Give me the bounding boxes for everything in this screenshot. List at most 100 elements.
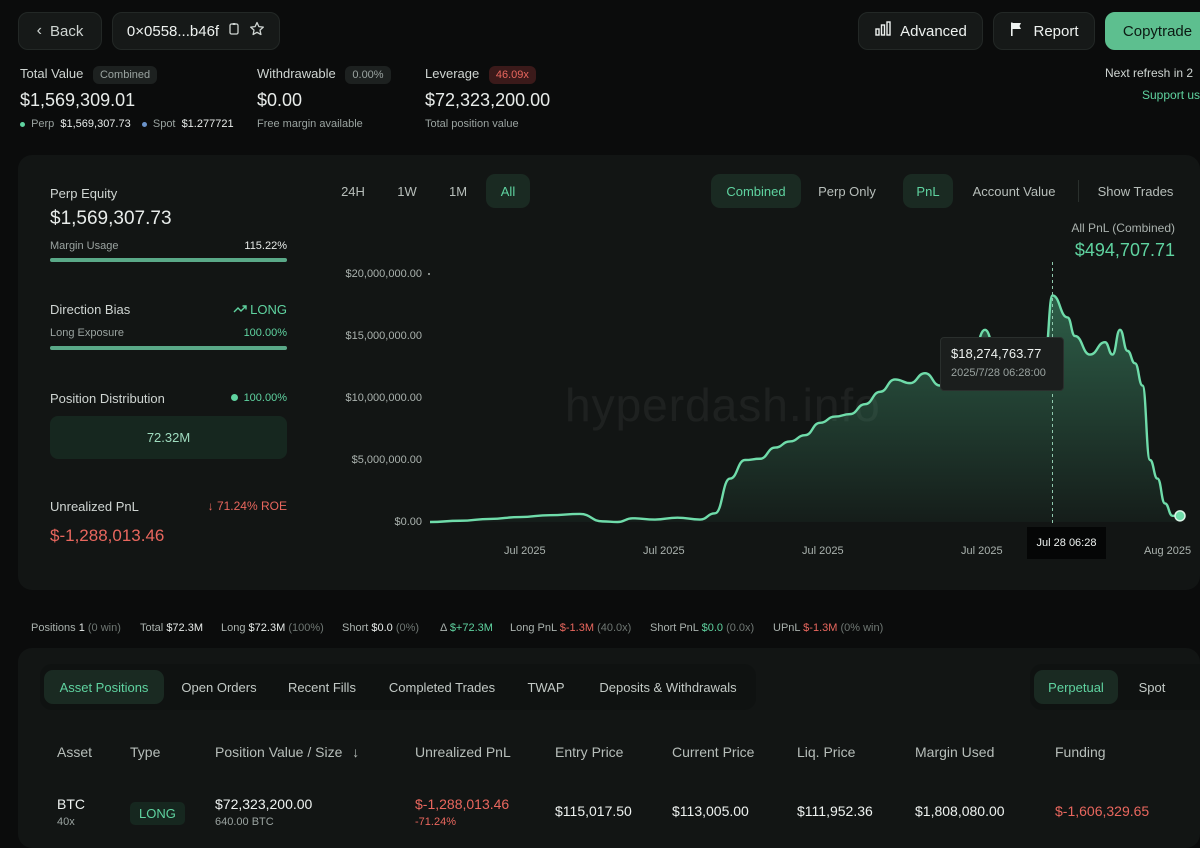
x-tick-label: Jul 2025 (504, 545, 546, 557)
x-tick-label: Jul 2025 (643, 545, 685, 557)
col-type[interactable]: Type (130, 744, 161, 760)
flag-icon (1009, 21, 1025, 41)
stat-upnl: UPnL $-1.3M (0% win) (773, 622, 884, 634)
row-position-value: $72,323,200.00 (215, 796, 313, 812)
col-funding[interactable]: Funding (1055, 744, 1106, 760)
support-link[interactable]: Support us (1142, 88, 1200, 102)
tooltip-time: 2025/7/28 06:28:00 (951, 367, 1046, 379)
total-value-label: Total Value Combined (20, 66, 158, 84)
star-icon[interactable] (249, 21, 265, 41)
next-refresh: Next refresh in 2 (1105, 66, 1194, 80)
perp-value: $1,569,307.73 (60, 118, 131, 130)
x-tick-label: Aug 2025 (1144, 545, 1192, 557)
metric-pnl-toggle[interactable]: PnL (903, 174, 953, 208)
distribution-box[interactable]: 72.32M (50, 416, 287, 459)
long-exposure-value: 100.00% (243, 327, 287, 339)
report-button[interactable]: Report (993, 12, 1095, 50)
row-position-size: 640.00 BTC (215, 816, 274, 828)
green-dot-icon (230, 394, 238, 401)
wallet-address: 0×0558...b46f (126, 22, 220, 40)
back-label: Back (49, 22, 84, 40)
row-unrealized-pct: -71.24% (415, 816, 456, 828)
tab-asset-positions[interactable]: Asset Positions (44, 670, 164, 704)
copytrade-button[interactable]: Copytrade (1105, 12, 1200, 50)
trending-up-icon (233, 302, 251, 317)
margin-usage-value: 115.22% (244, 240, 287, 252)
direction-bias-label: Direction Bias (50, 302, 131, 317)
pnl-area-chart[interactable] (0, 0, 1200, 600)
copy-icon[interactable] (227, 22, 241, 40)
leverage-pill: 46.09x (488, 66, 536, 84)
long-exposure-fill (50, 346, 287, 350)
mode-combined-toggle[interactable]: Combined (711, 174, 801, 208)
stat-long-pnl: Long PnL $-1.3M (40.0x) (510, 622, 632, 634)
crosshair-label: Jul 28 06:28 (1027, 527, 1106, 559)
range-1w[interactable]: 1W (397, 183, 417, 199)
tab-twap[interactable]: TWAP (527, 679, 565, 695)
margin-usage-label: Margin Usage (50, 240, 119, 252)
back-button[interactable]: ‹ Back (18, 12, 102, 50)
metric-account-value-toggle[interactable]: Account Value (972, 183, 1056, 199)
advanced-button[interactable]: Advanced (858, 12, 983, 50)
tooltip-value: $18,274,763.77 (951, 346, 1042, 361)
stat-total: Total $72.3M (140, 622, 204, 634)
y-tick-dot (428, 273, 430, 275)
tab-open-orders[interactable]: Open Orders (181, 679, 257, 695)
long-exposure-bar (50, 346, 287, 350)
direction-bias-value: LONG (200, 302, 287, 317)
range-all[interactable]: All (486, 174, 530, 208)
tab-spot[interactable]: Spot (1138, 679, 1166, 695)
col-position-value[interactable]: Position Value / Size ↓ (215, 744, 360, 760)
stat-short-pnl: Short PnL $0.0 (0.0x) (650, 622, 755, 634)
advanced-label: Advanced (900, 22, 967, 40)
row-liq-price: $111,952.36 (797, 803, 873, 819)
roe-value: ↓ 71.24% ROE (207, 499, 287, 513)
leverage-label: Leverage 46.09x (425, 66, 536, 84)
row-unrealized-pnl: $-1,288,013.46 (415, 796, 510, 812)
leverage-value: $72,323,200.00 (425, 90, 551, 110)
copytrade-label: Copytrade (1122, 22, 1193, 40)
perp-equity-value: $1,569,307.73 (50, 208, 172, 229)
range-1m[interactable]: 1M (448, 183, 468, 199)
margin-usage-fill (50, 258, 287, 262)
arrow-down-icon: ↓ (207, 499, 214, 513)
col-margin-used[interactable]: Margin Used (915, 744, 995, 760)
tab-completed-trades[interactable]: Completed Trades (388, 679, 496, 695)
show-trades-toggle[interactable]: Show Trades (1097, 183, 1174, 199)
perp-equity-label: Perp Equity (50, 186, 118, 201)
row-leverage: 40x (57, 816, 75, 828)
mode-perp-only-toggle[interactable]: Perp Only (818, 183, 876, 199)
col-liq-price[interactable]: Liq. Price (797, 744, 856, 760)
headline-label: All PnL (Combined) (1071, 221, 1175, 235)
row-asset: BTC (57, 796, 85, 812)
chevron-left-icon: ‹ (36, 22, 42, 39)
y-tick-label: $20,000,000.00 (345, 268, 422, 280)
y-tick-label: $10,000,000.00 (345, 392, 422, 404)
y-tick-label: $15,000,000.00 (345, 330, 422, 342)
spot-value: $1.277721 (181, 118, 234, 130)
unrealized-pnl-value: $-1,288,013.46 (50, 526, 165, 545)
col-current-price[interactable]: Current Price (672, 744, 755, 760)
perp-spot-breakdown: Perp $1,569,307.73 Spot $1.277721 (20, 118, 234, 130)
long-exposure-label: Long Exposure (50, 327, 124, 339)
tab-deposits-withdrawals[interactable]: Deposits & Withdrawals (599, 679, 737, 695)
stat-positions: Positions 1 (0 win) (31, 622, 121, 634)
chart-tooltip: $18,274,763.77 2025/7/28 06:28:00 (940, 337, 1064, 391)
tab-perpetual[interactable]: Perpetual (1034, 670, 1118, 704)
address-chip[interactable]: 0×0558...b46f (112, 12, 280, 50)
col-asset[interactable]: Asset (57, 744, 93, 760)
withdrawable-value: $0.00 (257, 90, 303, 110)
col-entry-price[interactable]: Entry Price (555, 744, 624, 760)
leverage-sub: Total position value (425, 118, 519, 130)
withdrawable-sub: Free margin available (257, 118, 363, 130)
chart-end-dot (1174, 510, 1186, 522)
row-funding: $-1,606,329.65 (1055, 803, 1150, 819)
range-24h[interactable]: 24H (341, 183, 365, 199)
col-unrealized-pnl[interactable]: Unrealized PnL (415, 744, 511, 760)
tab-recent-fills[interactable]: Recent Fills (288, 679, 356, 695)
y-tick-label: $0.00 (394, 516, 422, 528)
sort-down-icon: ↓ (352, 744, 360, 760)
row-current-price: $113,005.00 (672, 803, 749, 819)
perp-dot-icon (20, 121, 25, 127)
spot-label: Spot (152, 118, 176, 130)
